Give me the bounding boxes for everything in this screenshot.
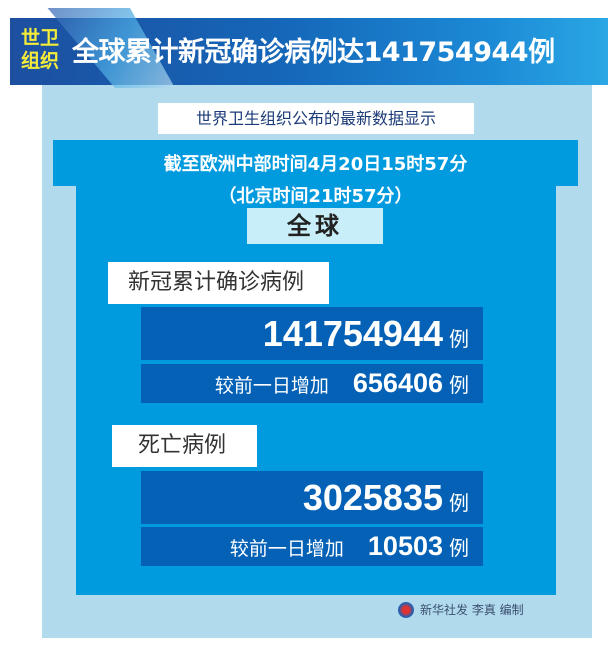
confirmed-increase-label: 较前一日增加 [214, 375, 329, 397]
deaths-total-box: 3025835 例 [141, 471, 483, 524]
deaths-increase-label: 较前一日增加 [229, 538, 344, 560]
confirmed-label: 新冠累计确诊病例 [108, 262, 329, 304]
credit: 新华社发 李真 编制 [398, 601, 524, 618]
confirmed-increase-unit: 例 [449, 373, 469, 397]
confirmed-increase-box: 较前一日增加 656406 例 [141, 364, 483, 403]
region-label: 全球 [247, 208, 383, 244]
subtitle: 世界卫生组织公布的最新数据显示 [158, 103, 474, 134]
confirmed-total: 141754944 [262, 313, 443, 354]
who-tag: 世卫组织 [20, 27, 59, 72]
deaths-label: 死亡病例 [112, 425, 257, 467]
confirmed-increase: 656406 [352, 368, 443, 398]
deaths-unit: 例 [449, 491, 469, 515]
date-line-2: （北京时间21时57分） [218, 186, 413, 207]
date-band [53, 140, 578, 186]
deaths-total: 3025835 [302, 477, 443, 518]
deaths-increase: 10503 [367, 531, 443, 561]
confirmed-unit: 例 [449, 327, 469, 351]
confirmed-total-box: 141754944 例 [141, 307, 483, 360]
date-line-1: 截至欧洲中部时间4月20日15时57分 [163, 154, 468, 175]
page-title: 全球累计新冠确诊病例达141754944例 [72, 37, 555, 68]
deaths-increase-unit: 例 [449, 536, 469, 560]
credit-text: 新华社发 李真 编制 [420, 603, 524, 617]
deaths-increase-box: 较前一日增加 10503 例 [141, 527, 483, 566]
xinhua-logo-icon [398, 601, 414, 618]
